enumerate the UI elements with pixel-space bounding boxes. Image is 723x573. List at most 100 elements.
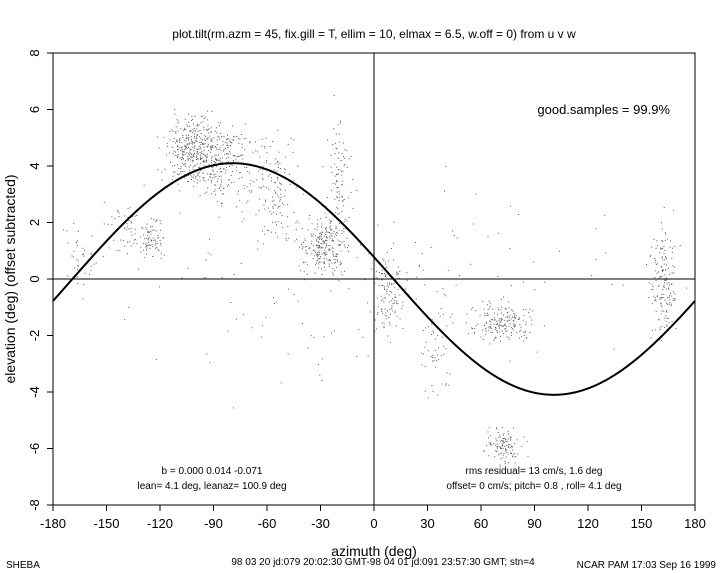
scatter-cluster-h (63, 222, 104, 300)
scatter-point (240, 134, 242, 135)
scatter-point (276, 236, 278, 238)
scatter-point (275, 191, 277, 193)
scatter-point (199, 147, 201, 148)
scatter-point (493, 339, 495, 341)
scatter-point (336, 180, 337, 182)
scatter-point (331, 247, 333, 249)
scatter-point (337, 239, 339, 241)
scatter-point (156, 136, 158, 138)
scatter-point (302, 323, 303, 325)
scatter-point (516, 331, 518, 333)
scatter-point (198, 166, 200, 168)
scatter-point (669, 246, 671, 248)
scatter-point (217, 122, 219, 124)
scatter-point (510, 452, 512, 454)
scatter-point (356, 356, 358, 357)
scatter-point (233, 136, 235, 138)
scatter-point (273, 199, 275, 201)
scatter-point (237, 155, 239, 157)
scatter-point (250, 191, 252, 193)
scatter-point (329, 259, 331, 260)
scatter-point (226, 153, 228, 155)
scatter-point (389, 322, 390, 324)
scatter-point (659, 297, 661, 299)
scatter-point (186, 143, 188, 145)
scatter-point (324, 269, 326, 271)
scatter-point (663, 293, 665, 295)
scatter-point (655, 259, 656, 261)
scatter-point (192, 177, 194, 178)
scatter-point (326, 237, 328, 238)
scatter-point (381, 269, 383, 271)
scatter-point (281, 215, 283, 216)
scatter-point (90, 269, 92, 271)
scatter-point (82, 254, 84, 256)
scatter-point (160, 252, 162, 254)
scatter-point (341, 211, 343, 213)
scatter-point (198, 148, 200, 150)
scatter-point (192, 166, 194, 168)
scatter-point (272, 196, 274, 198)
scatter-point (497, 324, 499, 326)
scatter-point (216, 181, 218, 183)
scatter-point (176, 157, 178, 158)
scatter-point (205, 259, 207, 261)
scatter-point (178, 174, 180, 176)
scatter-point (325, 243, 327, 245)
scatter-point (156, 219, 158, 221)
scatter-point (385, 264, 387, 266)
scatter-point (197, 158, 199, 160)
scatter-point (263, 185, 265, 187)
scatter-point (504, 437, 506, 439)
scatter-point (286, 216, 288, 218)
scatter-point (204, 138, 206, 140)
scatter-point (339, 244, 341, 246)
scatter-point (430, 356, 432, 357)
scatter-point (605, 252, 607, 254)
scatter-point (655, 264, 657, 266)
scatter-point (303, 261, 305, 263)
scatter-point (318, 252, 320, 253)
scatter-point (329, 219, 331, 221)
scatter-point (335, 133, 337, 135)
scatter-point (260, 186, 262, 188)
scatter-point (330, 166, 332, 168)
scatter-point (325, 228, 327, 230)
scatter-point (517, 453, 519, 455)
scatter-point (157, 237, 159, 239)
scatter-point (371, 268, 372, 270)
scatter-point (376, 277, 378, 279)
scatter-point (431, 323, 433, 325)
scatter-point (146, 248, 148, 250)
scatter-point (129, 241, 131, 243)
scatter-point (167, 146, 169, 148)
scatter-point (342, 170, 344, 172)
scatter-point (500, 321, 502, 323)
scatter-point (510, 332, 512, 334)
scatter-point (191, 119, 193, 120)
scatter-point (199, 180, 201, 182)
scatter-point (203, 160, 205, 162)
scatter-point (128, 228, 130, 230)
scatter-point (216, 147, 218, 149)
scatter-point (295, 187, 297, 189)
scatter-point (205, 154, 207, 156)
scatter-point (380, 300, 382, 302)
footer-center: 98 03 20 jd:079 20:02:30 GMT-98 04 01 jd… (231, 557, 535, 568)
scatter-point (202, 115, 204, 117)
scatter-point (369, 311, 371, 313)
scatter-point (335, 227, 337, 229)
scatter-point (389, 282, 390, 284)
scatter-point (265, 199, 267, 201)
scatter-point (204, 192, 206, 194)
scatter-point (485, 321, 487, 323)
scatter-point (661, 248, 663, 249)
scatter-point (268, 230, 270, 232)
scatter-point (471, 327, 473, 329)
scatter-point (180, 141, 182, 143)
scatter-point (340, 122, 341, 124)
scatter-point (337, 187, 339, 188)
scatter-point (193, 142, 195, 144)
scatter-point (475, 325, 477, 327)
scatter-point (330, 154, 332, 156)
